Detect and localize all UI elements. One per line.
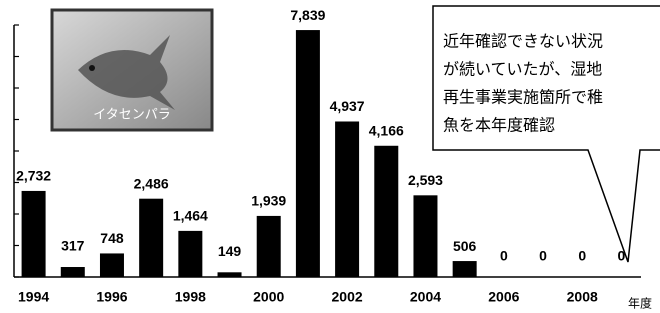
bar xyxy=(100,253,124,277)
bar xyxy=(453,261,477,277)
value-label: 4,937 xyxy=(330,98,365,114)
bar xyxy=(257,216,281,277)
bar xyxy=(296,30,320,277)
bar xyxy=(335,121,359,277)
value-label: 1,464 xyxy=(173,208,208,224)
value-label: 1,939 xyxy=(251,193,286,209)
value-label: 506 xyxy=(453,238,477,254)
value-label: 2,593 xyxy=(408,172,443,188)
bar xyxy=(413,195,437,277)
annotation-line: 再生事業実施箇所で稚 xyxy=(443,88,603,107)
x-tick-label: 1996 xyxy=(96,289,127,305)
bar xyxy=(178,231,202,277)
x-tick-label: 2006 xyxy=(488,289,519,305)
value-label: 0 xyxy=(618,248,626,264)
value-label: 149 xyxy=(218,243,242,259)
value-label: 4,166 xyxy=(369,122,404,138)
annotation-line: 近年確認できない状況 xyxy=(443,32,603,51)
photo-caption: イタセンパラ xyxy=(93,108,170,123)
x-tick-label: 1994 xyxy=(18,289,49,305)
photo: イタセンパラ xyxy=(52,10,212,130)
x-tick-label: 2008 xyxy=(567,289,598,305)
x-tick-label: 2004 xyxy=(410,289,441,305)
bar xyxy=(22,191,46,277)
value-label: 0 xyxy=(578,248,586,264)
value-label: 0 xyxy=(500,248,508,264)
value-label: 2,732 xyxy=(16,168,51,184)
x-axis-label: 年度 xyxy=(628,296,652,311)
value-label: 2,486 xyxy=(134,175,169,191)
value-label: 7,839 xyxy=(290,7,325,23)
x-tick-label: 1998 xyxy=(175,289,206,305)
value-label: 0 xyxy=(539,248,547,264)
x-tick-label: 2000 xyxy=(253,289,284,305)
annotation-line: 魚を本年度確認 xyxy=(443,116,555,135)
bar xyxy=(139,199,163,277)
page: イタセンパラ 近年確認できない状況 が続いていたが、湿地 再生事業実施箇所で稚 … xyxy=(0,0,660,313)
chart: イタセンパラ 近年確認できない状況 が続いていたが、湿地 再生事業実施箇所で稚 … xyxy=(0,0,660,313)
value-label: 317 xyxy=(61,238,85,254)
x-tick-label: 2002 xyxy=(332,289,363,305)
bar xyxy=(61,267,85,277)
bar xyxy=(218,272,242,277)
value-label: 748 xyxy=(100,230,124,246)
bar xyxy=(374,146,398,277)
annotation-line: が続いていたが、湿地 xyxy=(443,60,602,79)
